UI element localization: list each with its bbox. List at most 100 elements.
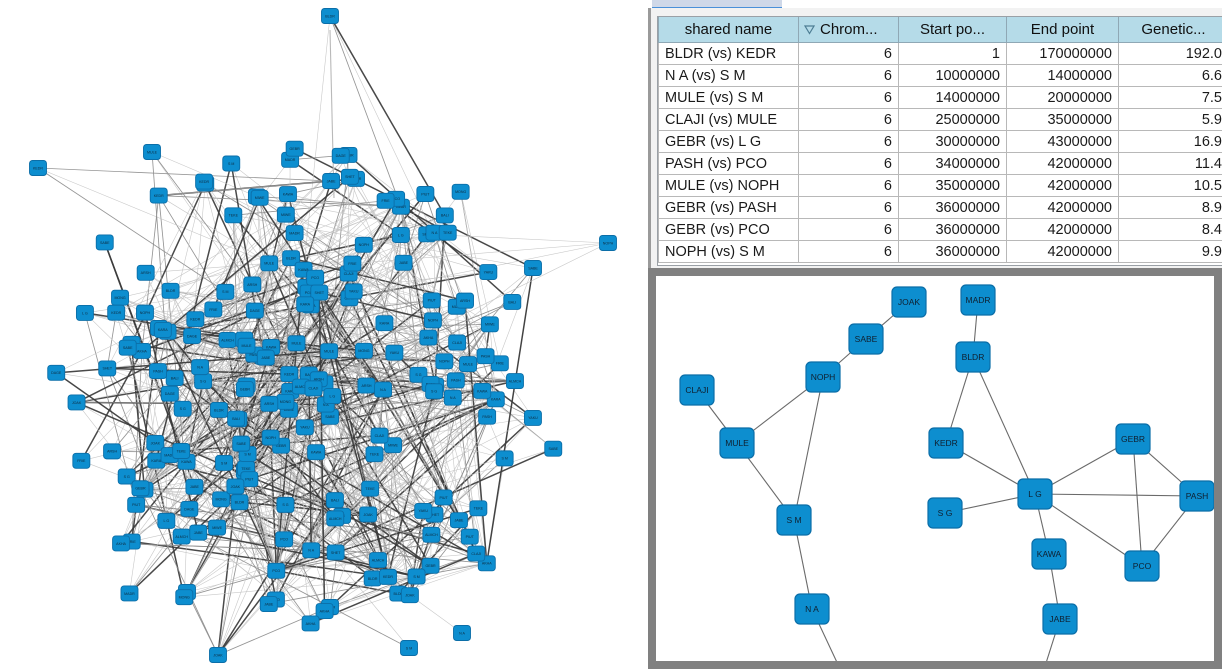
full-network-node[interactable]: YAKU <box>523 409 542 426</box>
full-network-edge[interactable] <box>223 380 456 464</box>
full-network-node[interactable]: KEDR <box>107 304 126 321</box>
table-row[interactable]: PASH (vs) PCO 6 34000000 42000000 11.4 <box>658 152 1222 175</box>
column-header-shared-name[interactable]: shared name <box>658 17 799 43</box>
table-row[interactable]: GEBR (vs) L G 6 30000000 43000000 16.9 <box>658 130 1222 153</box>
cell-start_point[interactable]: 25000000 <box>898 108 1007 131</box>
full-network-node[interactable]: DAGE <box>47 364 66 381</box>
cell-shared_name[interactable]: CLAJI (vs) MULE <box>658 108 799 131</box>
full-network-node[interactable]: KEDR <box>379 568 397 585</box>
cell-chromosome[interactable]: 6 <box>798 240 899 263</box>
full-network-node[interactable]: PIUT <box>460 528 479 545</box>
full-network-node[interactable]: ALMCH <box>369 552 387 569</box>
full-network-node[interactable]: NOPH <box>261 429 280 446</box>
full-network-node[interactable]: KARA <box>375 315 394 332</box>
full-network-edge[interactable] <box>329 562 487 608</box>
full-network-node[interactable]: ARSH <box>456 292 474 309</box>
cell-end_point[interactable]: 42000000 <box>1006 218 1119 241</box>
full-network-node[interactable]: GEBR <box>285 140 304 157</box>
full-network-node[interactable]: AKHA <box>112 535 131 552</box>
cell-start_point[interactable]: 10000000 <box>898 64 1007 87</box>
subnetwork-node[interactable]: S G <box>927 497 963 529</box>
full-network-node[interactable]: KEDR <box>195 173 214 190</box>
full-network-edge[interactable] <box>332 361 445 397</box>
full-network-edge[interactable] <box>217 504 286 656</box>
full-network-edge[interactable] <box>217 458 505 528</box>
subnetwork-node[interactable]: JOAK <box>891 286 927 318</box>
full-network-edge[interactable] <box>241 306 457 444</box>
full-network-node[interactable]: YAKU <box>385 344 404 361</box>
full-network-node[interactable]: MADR <box>285 225 304 241</box>
full-network-node[interactable]: PASH <box>476 348 495 365</box>
full-network-node[interactable]: PCO <box>306 269 325 286</box>
table-row[interactable]: GEBR (vs) PASH 6 36000000 42000000 8.9 <box>658 196 1222 219</box>
full-network-edge[interactable] <box>324 242 609 384</box>
cell-end_point[interactable]: 42000000 <box>1006 240 1119 263</box>
full-network-node[interactable]: JABE <box>256 349 275 366</box>
full-network-node[interactable]: AKHA <box>315 603 334 620</box>
full-network-edge[interactable] <box>387 519 460 578</box>
full-network-edge[interactable] <box>218 409 222 500</box>
full-network-node[interactable]: KAWA <box>307 444 326 461</box>
subnetwork-node[interactable]: KEDR <box>928 427 964 459</box>
full-network-node[interactable]: MONG <box>212 491 231 508</box>
full-network-node[interactable]: JABE <box>189 524 208 541</box>
full-network-edge[interactable] <box>329 553 477 608</box>
cell-end_point[interactable]: 42000000 <box>1006 196 1119 219</box>
full-network-edge[interactable] <box>182 408 242 444</box>
full-network-edge[interactable] <box>332 395 379 561</box>
full-network-edge[interactable] <box>285 214 457 381</box>
full-network-edge[interactable] <box>385 200 444 498</box>
cell-end_point[interactable]: 20000000 <box>1006 86 1119 109</box>
full-network-node[interactable]: S G <box>194 373 213 390</box>
full-network-node[interactable]: YAKU <box>295 419 314 436</box>
full-network-node[interactable]: PIUT <box>416 186 435 202</box>
cell-end_point[interactable]: 42000000 <box>1006 174 1119 197</box>
full-network-edge[interactable] <box>395 198 432 301</box>
full-network-node[interactable]: FRIE <box>204 301 223 318</box>
subnetwork-node[interactable]: S M <box>776 504 812 536</box>
full-network-edge[interactable] <box>205 183 434 321</box>
full-network-node[interactable]: BLDR <box>321 8 339 24</box>
subnetwork-node[interactable]: MULE <box>719 427 755 459</box>
full-network-node[interactable]: KEDR <box>29 160 47 176</box>
full-network-node[interactable]: PASH <box>149 363 167 380</box>
full-network-node[interactable]: JOAK <box>209 647 227 663</box>
full-network-edge[interactable] <box>111 331 168 452</box>
full-network-edge[interactable] <box>329 29 335 199</box>
full-network-edge[interactable] <box>244 389 277 571</box>
cell-start_point[interactable]: 36000000 <box>898 218 1007 241</box>
table-row[interactable]: GEBR (vs) PCO 6 36000000 42000000 8.4 <box>658 218 1222 241</box>
full-network-node[interactable]: L G <box>157 512 176 529</box>
full-network-edge[interactable] <box>460 191 497 400</box>
full-network-node[interactable]: MULE <box>287 335 306 352</box>
subnetwork-node[interactable]: SABE <box>848 323 884 355</box>
full-network-node[interactable]: SHET <box>340 168 359 185</box>
column-header-start-point[interactable]: Start po... <box>898 17 1007 43</box>
cell-chromosome[interactable]: 6 <box>798 218 899 241</box>
full-network-node[interactable]: GEBR <box>421 557 440 574</box>
full-network-node[interactable]: SHET <box>98 360 117 377</box>
full-network-node[interactable]: ALMCH <box>506 373 524 390</box>
full-network-edge[interactable] <box>144 385 247 490</box>
subnetwork-edge[interactable] <box>972 356 1036 495</box>
full-network-edge[interactable] <box>393 234 402 353</box>
full-network-node[interactable]: N A <box>453 625 471 641</box>
full-network-edge[interactable] <box>227 196 258 340</box>
full-network-edge[interactable] <box>158 180 332 196</box>
full-network-node[interactable]: MADR <box>120 585 139 602</box>
full-network-edge[interactable] <box>232 215 242 444</box>
cell-chromosome[interactable]: 6 <box>798 42 899 65</box>
full-network-node[interactable]: KARA <box>296 296 315 313</box>
full-network-node[interactable]: PCO <box>267 562 286 579</box>
full-network-edge[interactable] <box>254 262 404 311</box>
full-network-edge[interactable] <box>329 15 402 207</box>
full-network-node[interactable]: MULE <box>260 255 279 272</box>
cell-shared_name[interactable]: GEBR (vs) L G <box>658 130 799 153</box>
full-network-node[interactable]: JABE <box>185 478 204 495</box>
cell-shared_name[interactable]: GEBR (vs) PCO <box>658 218 799 241</box>
full-network-node[interactable]: S G <box>117 468 136 485</box>
full-network-node[interactable]: TEKE <box>469 500 488 517</box>
full-network-node[interactable]: BLDR <box>363 570 382 587</box>
full-network-edge[interactable] <box>280 445 336 519</box>
